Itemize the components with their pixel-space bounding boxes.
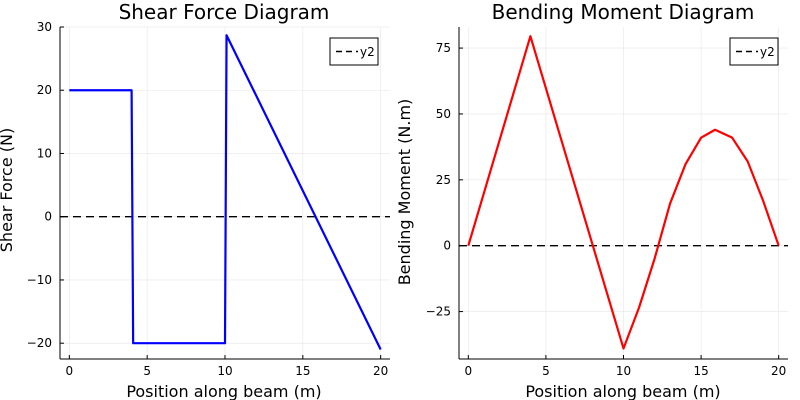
axes — [59, 26, 390, 360]
series-group — [459, 35, 788, 350]
shear-force-panel: Shear Force Diagram Position along beam … — [0, 0, 390, 400]
x-tick-label: 0 — [66, 364, 74, 378]
y-tick-label: 0 — [443, 239, 451, 253]
tick-labels: 0 5 10 15 20 −25 0 25 50 75 — [426, 41, 787, 378]
legend: y2 — [329, 37, 379, 66]
x-tick-label: 15 — [693, 364, 708, 378]
x-tick-label: 15 — [295, 364, 310, 378]
axes — [458, 27, 788, 360]
x-tick-label: 10 — [217, 364, 232, 378]
x-axis-label: Position along beam (m) — [126, 382, 321, 400]
y-tick-label: −25 — [426, 305, 451, 319]
chart-title: Shear Force Diagram — [119, 0, 330, 24]
bending-moment-panel: Bending Moment Diagram Position along be… — [395, 0, 788, 400]
y-tick-label: −10 — [27, 273, 52, 287]
series-group — [60, 34, 390, 350]
y-tick-label: 75 — [436, 41, 451, 55]
x-tick-label: 5 — [143, 364, 151, 378]
y-tick-label: 25 — [436, 173, 451, 187]
y-tick-label: −20 — [27, 336, 52, 350]
x-tick-label: 5 — [542, 364, 550, 378]
series-line-data — [69, 34, 382, 350]
legend-box — [729, 37, 779, 66]
legend: y2 — [729, 37, 779, 66]
y-tick-label: 0 — [44, 210, 52, 224]
y-tick-label: 50 — [436, 107, 451, 121]
x-tick-label: 20 — [771, 364, 786, 378]
x-tick-label: 10 — [616, 364, 631, 378]
y-axis-label: Bending Moment (N.m) — [395, 99, 414, 286]
y-tick-label: 20 — [37, 83, 52, 97]
chart-title: Bending Moment Diagram — [492, 0, 755, 24]
x-tick-label: 0 — [464, 364, 472, 378]
x-tick-label: 20 — [373, 364, 388, 378]
grid — [459, 27, 788, 359]
tick-labels: 0 5 10 15 20 −20 −10 0 10 20 30 — [27, 20, 389, 378]
legend-entry: y2 — [760, 45, 775, 59]
x-axis-label: Position along beam (m) — [525, 382, 720, 400]
series-line-data — [467, 35, 780, 350]
y-tick-label: 30 — [37, 20, 52, 34]
legend-entry: y2 — [360, 45, 375, 59]
y-tick-label: 10 — [37, 146, 52, 160]
y-axis-label: Shear Force (N) — [0, 128, 16, 252]
